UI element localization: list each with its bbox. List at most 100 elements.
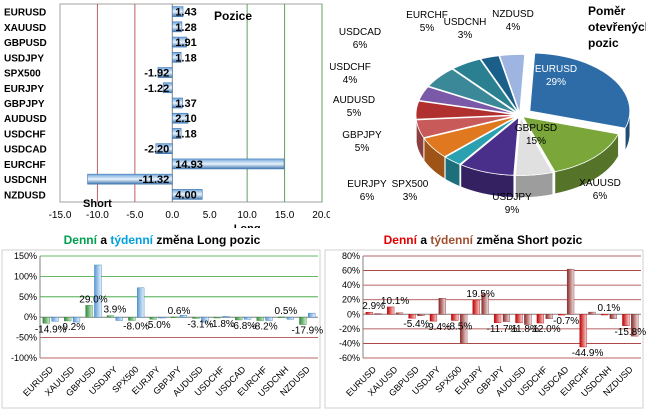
bar-daily-eurchf — [256, 316, 264, 321]
category-label: USDJPY — [4, 53, 44, 64]
pie-label-value: 5% — [420, 23, 435, 34]
category-label: XAUUSD — [4, 23, 46, 34]
value-label: 19.5% — [466, 289, 494, 300]
chart-title-part: týdenní — [430, 233, 473, 247]
chart-frame — [1, 249, 321, 409]
bar-daily-eurchf — [579, 314, 587, 348]
x-tick-label: 20.0 — [312, 210, 330, 221]
chart-title-part: Denní — [64, 233, 98, 247]
category-label: AUDUSD — [4, 114, 47, 125]
chart-title-part: změna Short pozic — [473, 233, 583, 247]
chart-title-part: týdenní — [110, 233, 153, 247]
positions-bar-chart: EURUSD 1.43 XAUUSD 1.28 GBPUSD 1.91 USDJPY 1.18… — [0, 0, 330, 228]
open-positions-pie-chart: EURUSD 29% GBPUSD 15% XAUUSD 6% USDJPY 9% SPX500… — [330, 0, 646, 228]
pie-label-value: 6% — [360, 192, 375, 203]
bar-weekly-gbpusd — [417, 314, 425, 316]
value-label: -11.7% — [487, 324, 518, 335]
pie-label-value: 15% — [526, 136, 546, 147]
bar-weekly-usdjpy — [438, 298, 446, 315]
bar-daily-usdchf — [213, 316, 221, 319]
value-label: 2.10 — [175, 113, 196, 125]
pie-label-value: 5% — [355, 143, 370, 154]
chart-title: Pozice — [214, 9, 252, 23]
chart-background — [323, 228, 646, 409]
pie-slice-usdchf — [418, 86, 517, 115]
pie-label-name: EURUSD — [535, 64, 577, 75]
y-tick-label: -20% — [339, 324, 360, 334]
x-tick-label: 10.0 — [237, 210, 257, 221]
bar-weekly-xauusd — [72, 316, 81, 323]
pie-label-name: NZDUSD — [492, 9, 534, 20]
long-change-chart: Denní a týdenní změna Long pozic 150% 100%… — [0, 228, 323, 409]
bar-daily-spx500 — [128, 316, 136, 321]
open-positions-ratio-chart: EURUSD 29% GBPUSD 15% XAUUSD 6% USDJPY 9% SPX500… — [330, 0, 646, 228]
bar-weekly-usdcnh — [286, 316, 294, 320]
chart-title-part: změna Long pozic — [153, 233, 261, 247]
bar-weekly-eurjpy — [158, 316, 166, 319]
value-label: 29.0% — [79, 294, 107, 305]
bar-daily-gbpjpy — [170, 316, 179, 318]
pie-slice-usdcad — [427, 68, 518, 114]
bar-daily-usdchf — [536, 314, 544, 324]
value-label: -8.0% — [123, 321, 149, 332]
bar-daily-spx500 — [451, 314, 459, 321]
bar-nzdusd — [171, 189, 203, 200]
bar-daily-gbpusd — [85, 305, 93, 318]
x-tick-label: 15.0 — [275, 210, 295, 221]
bar-daily-usdjpy — [429, 314, 438, 322]
category-label: EURCHF — [4, 160, 46, 171]
bar-daily-nzdusd — [299, 316, 307, 325]
bar-daily-audusd — [192, 316, 200, 319]
chart-title: Denní a týdenní změna Short pozic — [384, 233, 583, 247]
bar-usdchf — [171, 128, 182, 139]
category-label: SPX500 — [4, 69, 41, 80]
bar-weekly-audusd — [524, 314, 532, 325]
category-label: USDCAD — [4, 145, 47, 156]
bar-daily-usdcad — [558, 314, 566, 316]
category-label: GBPJPY — [4, 99, 45, 110]
y-tick-label: -40% — [339, 338, 360, 348]
bar-gbpusd — [171, 36, 187, 48]
y-tick-label: 80% — [342, 251, 360, 261]
bar-weekly-nzdusd — [308, 312, 316, 318]
bar-daily-gbpusd — [408, 314, 416, 319]
value-label: -11.8% — [508, 324, 539, 335]
category-label: GBPUSD — [4, 38, 47, 49]
y-tick-label: 100% — [14, 271, 37, 281]
pie-label-value: 4% — [343, 75, 358, 86]
bar-usdjpy — [171, 52, 182, 63]
value-label: -0.7% — [553, 316, 579, 327]
pie-slice-xauusd — [515, 116, 554, 176]
bar-xauusd — [171, 21, 183, 33]
x-tick-label: -15.0 — [49, 210, 72, 221]
y-tick-label: 50% — [19, 292, 37, 302]
chart-title-line3: pozic — [588, 36, 619, 50]
value-label: -12.0% — [529, 324, 561, 335]
bar-daily-nzdusd — [622, 314, 630, 326]
bar-weekly-usdchf — [545, 314, 553, 319]
value-label: -44.9% — [572, 348, 604, 359]
short-change-bar-chart: Denní a týdenní změna Short pozic 80% 60% 4… — [323, 228, 646, 409]
value-label: 3.9% — [103, 305, 126, 316]
pie-slice-nzdusd — [499, 54, 526, 113]
bar-weekly-eurchf — [588, 311, 596, 315]
value-label: -1.8% — [209, 319, 235, 330]
bar-weekly-eurusd — [51, 316, 59, 322]
bar-daily-gbpjpy — [493, 314, 502, 324]
category-label: USDCHF — [4, 129, 46, 140]
bar-daily-audusd — [515, 314, 523, 324]
bar-weekly-audusd — [201, 316, 209, 323]
y-tick-label: -60% — [339, 353, 360, 363]
bar-eurjpy — [162, 82, 173, 94]
chart-title-part: Denní — [384, 233, 418, 247]
value-label: -8.2% — [251, 322, 277, 333]
x-tick-label: 0.0 — [165, 210, 179, 221]
pie-label-name: USDCAD — [339, 27, 381, 38]
pie-label-value: 6% — [353, 40, 368, 51]
pie-label-name: GBPUSD — [515, 123, 557, 134]
value-label: 1.28 — [175, 22, 196, 34]
bar-daily-usdcad — [235, 316, 243, 321]
value-label: 1.18 — [175, 52, 196, 64]
bar-usdcnh — [87, 173, 173, 185]
bar-weekly-spx500 — [460, 314, 468, 344]
